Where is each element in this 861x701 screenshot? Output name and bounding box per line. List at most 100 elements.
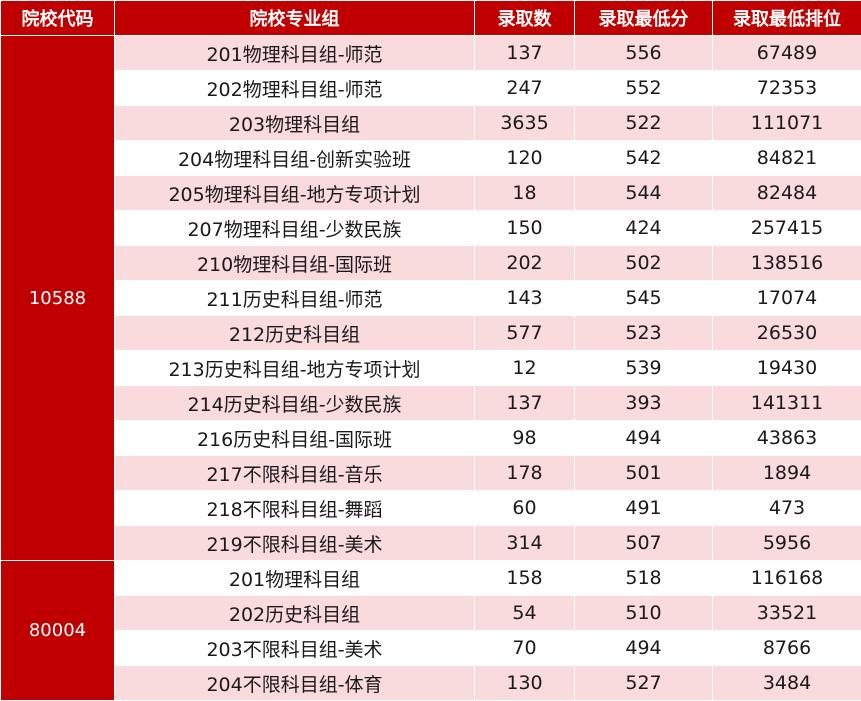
- table-row: 217不限科目组-音乐 178 501 1894: [1, 455, 861, 491]
- major-group-cell: 214历史科目组-少数民族: [114, 385, 475, 421]
- admit-count-cell: 18: [474, 175, 575, 211]
- min-rank-cell: 19430: [712, 350, 861, 386]
- header-school-code: 院校代码: [0, 0, 115, 36]
- min-score-cell: 507: [574, 525, 713, 561]
- school-code-cell: 10588: [0, 35, 115, 561]
- table-row: 80004 201物理科目组 158 518 116168: [0, 560, 861, 701]
- major-group-cell: 201物理科目组-师范: [114, 35, 475, 71]
- major-group-cell: 202历史科目组: [114, 595, 475, 631]
- table-row: 204物理科目组-创新实验班 120 542 84821: [1, 140, 861, 176]
- admit-count-cell: 178: [474, 455, 575, 491]
- min-rank-cell: 26530: [712, 315, 861, 351]
- min-score-cell: 424: [574, 210, 713, 246]
- major-group-cell: 203不限科目组-美术: [114, 630, 475, 666]
- admit-count-cell: 12: [474, 350, 575, 386]
- header-admit-count: 录取数: [474, 0, 575, 36]
- admit-count-cell: 150: [474, 210, 575, 246]
- admit-count-cell: 130: [474, 665, 575, 701]
- table-row: 202历史科目组 54 510 33521: [1, 595, 861, 631]
- admit-count-cell: 202: [474, 245, 575, 281]
- min-rank-cell: 116168: [712, 560, 861, 596]
- school-code-cell: 80004: [0, 560, 115, 701]
- min-rank-cell: 257415: [712, 210, 861, 246]
- min-rank-cell: 473: [712, 490, 861, 526]
- table-row: 211历史科目组-师范 143 545 17074: [1, 280, 861, 316]
- admit-count-cell: 120: [474, 140, 575, 176]
- table-row: 207物理科目组-少数民族 150 424 257415: [1, 210, 861, 246]
- min-score-cell: 518: [574, 560, 713, 596]
- min-score-cell: 545: [574, 280, 713, 316]
- table-row: 213历史科目组-地方专项计划 12 539 19430: [1, 350, 861, 386]
- min-rank-cell: 17074: [712, 280, 861, 316]
- admit-count-cell: 247: [474, 70, 575, 106]
- major-group-cell: 218不限科目组-舞蹈: [114, 490, 475, 526]
- min-score-cell: 539: [574, 350, 713, 386]
- min-rank-cell: 43863: [712, 420, 861, 456]
- table-body: 10588 201物理科目组-师范 137 556 67489 202物理科目组-师范 24…: [0, 35, 861, 701]
- major-group-cell: 217不限科目组-音乐: [114, 455, 475, 491]
- table-row: 205物理科目组-地方专项计划 18 544 82484: [1, 175, 861, 211]
- table-row: 219不限科目组-美术 314 507 5956: [1, 525, 861, 561]
- min-score-cell: 510: [574, 595, 713, 631]
- major-group-cell: 204物理科目组-创新实验班: [114, 140, 475, 176]
- min-rank-cell: 72353: [712, 70, 861, 106]
- min-score-cell: 494: [574, 420, 713, 456]
- major-group-cell: 212历史科目组: [114, 315, 475, 351]
- major-group-cell: 207物理科目组-少数民族: [114, 210, 475, 246]
- major-group-cell: 211历史科目组-师范: [114, 280, 475, 316]
- admit-count-cell: 137: [474, 35, 575, 71]
- min-rank-cell: 1894: [712, 455, 861, 491]
- header-min-score: 录取最低分: [574, 0, 713, 36]
- admit-count-cell: 70: [474, 630, 575, 666]
- min-score-cell: 501: [574, 455, 713, 491]
- min-rank-cell: 33521: [712, 595, 861, 631]
- min-rank-cell: 138516: [712, 245, 861, 281]
- table-row: 203物理科目组 3635 522 111071: [1, 105, 861, 141]
- min-rank-cell: 111071: [712, 105, 861, 141]
- table-row: 212历史科目组 577 523 26530: [1, 315, 861, 351]
- min-score-cell: 393: [574, 385, 713, 421]
- min-score-cell: 542: [574, 140, 713, 176]
- min-score-cell: 494: [574, 630, 713, 666]
- major-group-cell: 213历史科目组-地方专项计划: [114, 350, 475, 386]
- min-score-cell: 522: [574, 105, 713, 141]
- min-rank-cell: 8766: [712, 630, 861, 666]
- min-score-cell: 527: [574, 665, 713, 701]
- min-score-cell: 523: [574, 315, 713, 351]
- min-score-cell: 552: [574, 70, 713, 106]
- table-row: 216历史科目组-国际班 98 494 43863: [1, 420, 861, 456]
- table-row: 214历史科目组-少数民族 137 393 141311: [1, 385, 861, 421]
- min-rank-cell: 3484: [712, 665, 861, 701]
- major-group-cell: 203物理科目组: [114, 105, 475, 141]
- header-min-rank: 录取最低排位: [712, 0, 861, 36]
- admit-count-cell: 60: [474, 490, 575, 526]
- header-major-group: 院校专业组: [114, 0, 475, 36]
- table-row: 210物理科目组-国际班 202 502 138516: [1, 245, 861, 281]
- major-group-cell: 210物理科目组-国际班: [114, 245, 475, 281]
- major-group-cell: 202物理科目组-师范: [114, 70, 475, 106]
- major-group-cell: 216历史科目组-国际班: [114, 420, 475, 456]
- min-score-cell: 544: [574, 175, 713, 211]
- admit-count-cell: 143: [474, 280, 575, 316]
- admit-count-cell: 98: [474, 420, 575, 456]
- admit-count-cell: 577: [474, 315, 575, 351]
- min-rank-cell: 84821: [712, 140, 861, 176]
- admit-count-cell: 3635: [474, 105, 575, 141]
- min-rank-cell: 141311: [712, 385, 861, 421]
- major-group-cell: 205物理科目组-地方专项计划: [114, 175, 475, 211]
- min-score-cell: 502: [574, 245, 713, 281]
- table-row: 203不限科目组-美术 70 494 8766: [1, 630, 861, 666]
- table-row: 10588 201物理科目组-师范 137 556 67489: [0, 35, 861, 561]
- min-rank-cell: 67489: [712, 35, 861, 71]
- table-row: 218不限科目组-舞蹈 60 491 473: [1, 490, 861, 526]
- admit-count-cell: 54: [474, 595, 575, 631]
- admit-count-cell: 158: [474, 560, 575, 596]
- min-score-cell: 491: [574, 490, 713, 526]
- min-rank-cell: 82484: [712, 175, 861, 211]
- admit-count-cell: 314: [474, 525, 575, 561]
- min-score-cell: 556: [574, 35, 713, 71]
- major-group-cell: 219不限科目组-美术: [114, 525, 475, 561]
- table-row: 204不限科目组-体育 130 527 3484: [1, 665, 861, 701]
- min-rank-cell: 5956: [712, 525, 861, 561]
